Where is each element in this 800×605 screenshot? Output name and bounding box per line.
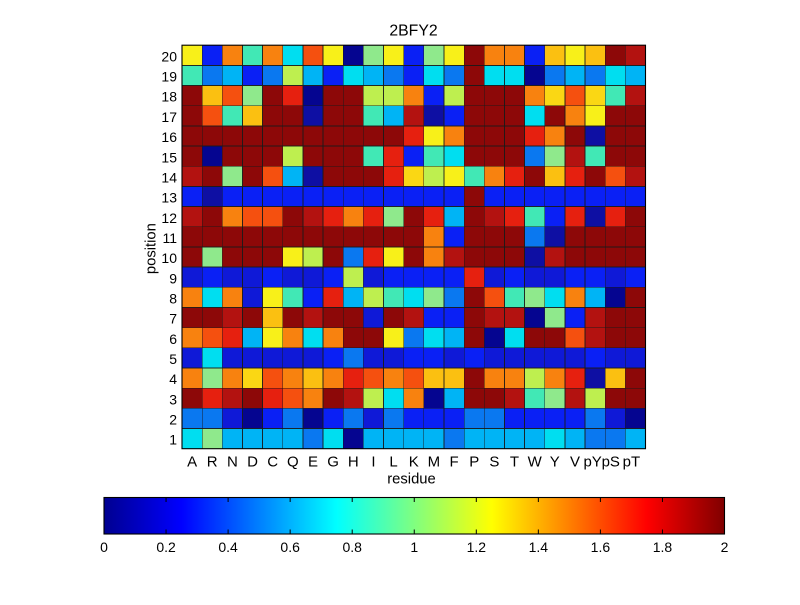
svg-text:20: 20	[161, 48, 177, 64]
svg-text:11: 11	[162, 230, 177, 246]
svg-text:2: 2	[721, 539, 729, 555]
svg-text:V: V	[570, 453, 580, 470]
svg-text:1: 1	[410, 539, 418, 555]
svg-text:4: 4	[169, 371, 177, 387]
svg-text:T: T	[510, 453, 519, 470]
svg-text:17: 17	[161, 109, 177, 125]
svg-text:3: 3	[169, 391, 177, 407]
svg-text:S: S	[489, 453, 499, 470]
svg-text:pT: pT	[623, 453, 641, 470]
svg-text:1.4: 1.4	[529, 539, 549, 555]
svg-text:A: A	[187, 453, 197, 470]
svg-text:7: 7	[169, 311, 177, 327]
svg-text:position: position	[143, 223, 159, 274]
svg-text:R: R	[207, 453, 218, 470]
svg-text:F: F	[449, 453, 458, 470]
svg-text:C: C	[267, 453, 278, 470]
svg-text:L: L	[389, 453, 397, 470]
svg-text:K: K	[409, 453, 419, 470]
svg-text:pS: pS	[602, 453, 620, 470]
svg-text:19: 19	[161, 69, 177, 85]
svg-text:15: 15	[161, 149, 177, 165]
svg-text:Y: Y	[550, 453, 560, 470]
svg-text:0.6: 0.6	[280, 539, 300, 555]
svg-text:0.4: 0.4	[218, 539, 238, 555]
svg-text:M: M	[428, 453, 441, 470]
svg-text:10: 10	[161, 250, 177, 266]
svg-text:I: I	[371, 453, 375, 470]
svg-text:residue: residue	[387, 471, 436, 487]
svg-text:P: P	[469, 453, 479, 470]
svg-text:Q: Q	[287, 453, 299, 470]
svg-text:16: 16	[161, 129, 177, 145]
svg-text:1.2: 1.2	[467, 539, 487, 555]
svg-text:D: D	[247, 453, 258, 470]
svg-text:2: 2	[169, 412, 177, 428]
svg-text:H: H	[348, 453, 359, 470]
svg-text:G: G	[327, 453, 339, 470]
svg-text:12: 12	[161, 210, 177, 226]
svg-text:W: W	[528, 453, 543, 470]
svg-text:5: 5	[169, 351, 177, 367]
svg-text:0.2: 0.2	[156, 539, 176, 555]
svg-text:E: E	[308, 453, 318, 470]
svg-text:6: 6	[169, 331, 177, 347]
svg-text:pY: pY	[583, 453, 601, 470]
svg-text:14: 14	[161, 169, 177, 185]
svg-text:8: 8	[169, 290, 177, 306]
svg-text:13: 13	[161, 190, 177, 206]
svg-text:2BFY2: 2BFY2	[389, 23, 437, 40]
svg-text:1: 1	[169, 432, 177, 448]
svg-text:N: N	[227, 453, 238, 470]
svg-text:9: 9	[169, 270, 177, 286]
svg-text:18: 18	[161, 89, 177, 105]
svg-text:1.6: 1.6	[591, 539, 611, 555]
svg-text:0.8: 0.8	[342, 539, 362, 555]
svg-text:0: 0	[100, 539, 108, 555]
svg-text:1.8: 1.8	[653, 539, 673, 555]
